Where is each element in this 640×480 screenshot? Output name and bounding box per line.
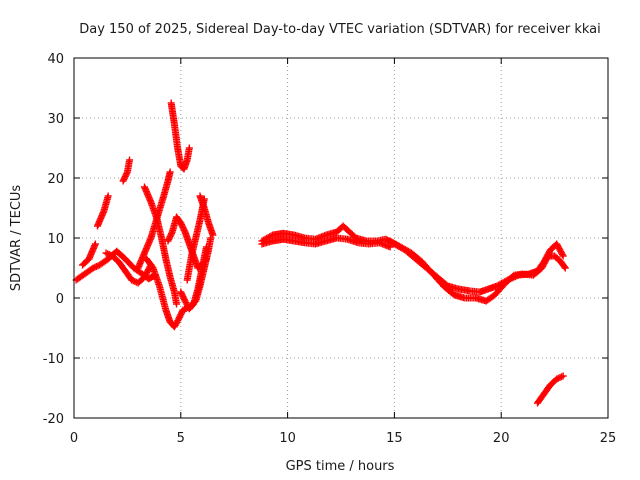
x-axis-label: GPS time / hours xyxy=(286,459,395,474)
data-point xyxy=(174,317,182,325)
series-arc-o xyxy=(258,234,394,251)
axis-ticks: 0 5 10 15 20 25 -20 -10 0 10 20 30 40 xyxy=(43,52,617,446)
data-point xyxy=(105,251,113,258)
series-arc-m xyxy=(177,243,210,313)
data-marks xyxy=(72,99,569,407)
data-point xyxy=(104,250,112,258)
series-arc-d xyxy=(119,156,134,185)
x-tick-label: 15 xyxy=(386,431,403,446)
data-point xyxy=(558,373,566,381)
series-arc-l xyxy=(196,192,217,239)
series-arc-q xyxy=(386,237,569,305)
data-point xyxy=(166,168,174,176)
y-tick-label: 0 xyxy=(56,292,64,307)
y-tick-label: 20 xyxy=(47,172,64,187)
x-tick-label: 5 xyxy=(177,431,185,446)
data-point xyxy=(554,374,562,382)
y-axis-label: SDTVAR / TECUs xyxy=(9,185,24,292)
data-point xyxy=(556,374,564,381)
data-point xyxy=(202,243,210,251)
data-point xyxy=(180,296,188,303)
data-point xyxy=(123,170,131,177)
x-tick-label: 20 xyxy=(493,431,510,446)
data-point xyxy=(553,375,561,383)
series-arc-g xyxy=(140,183,181,308)
data-point xyxy=(104,192,112,200)
series-arc-i xyxy=(167,99,193,173)
series-arc-a xyxy=(72,247,159,284)
y-tick-label: 10 xyxy=(47,232,64,247)
data-point xyxy=(559,372,567,380)
y-tick-label: 40 xyxy=(47,52,64,67)
data-point xyxy=(561,264,569,272)
data-point xyxy=(386,243,394,251)
y-tick-label: -10 xyxy=(43,352,64,367)
data-point xyxy=(92,263,100,270)
x-tick-label: 0 xyxy=(70,431,78,446)
data-point xyxy=(128,276,136,284)
chart-title: Day 150 of 2025, Sidereal Day-to-day VTE… xyxy=(79,22,601,37)
data-point xyxy=(559,252,567,260)
data-point xyxy=(179,306,187,314)
data-point xyxy=(173,300,181,308)
y-tick-label: 30 xyxy=(47,112,64,127)
series-arc-b xyxy=(79,240,99,269)
data-point xyxy=(89,264,97,272)
data-point xyxy=(185,144,193,152)
x-tick-label: 10 xyxy=(279,431,296,446)
data-point xyxy=(102,249,110,257)
data-point xyxy=(91,240,99,248)
series-arc-c xyxy=(93,192,112,230)
data-point xyxy=(129,277,137,285)
x-tick-label: 25 xyxy=(600,431,617,446)
data-point xyxy=(558,251,566,258)
data-point xyxy=(209,231,217,239)
data-point xyxy=(126,156,134,164)
series-arc-r xyxy=(534,372,567,407)
series-arc-f xyxy=(134,168,174,272)
data-point xyxy=(560,263,568,271)
data-point xyxy=(91,263,99,271)
y-tick-label: -20 xyxy=(43,412,64,427)
data-point xyxy=(168,230,176,237)
